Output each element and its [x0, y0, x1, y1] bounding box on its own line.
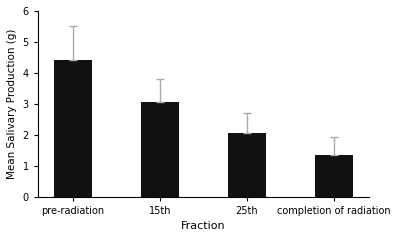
Y-axis label: Mean Salivary Production (g): Mean Salivary Production (g): [7, 29, 17, 179]
Bar: [228, 133, 266, 197]
Bar: [141, 102, 179, 197]
X-axis label: Fraction: Fraction: [181, 221, 226, 231]
Bar: [315, 155, 353, 197]
Bar: [54, 60, 92, 197]
